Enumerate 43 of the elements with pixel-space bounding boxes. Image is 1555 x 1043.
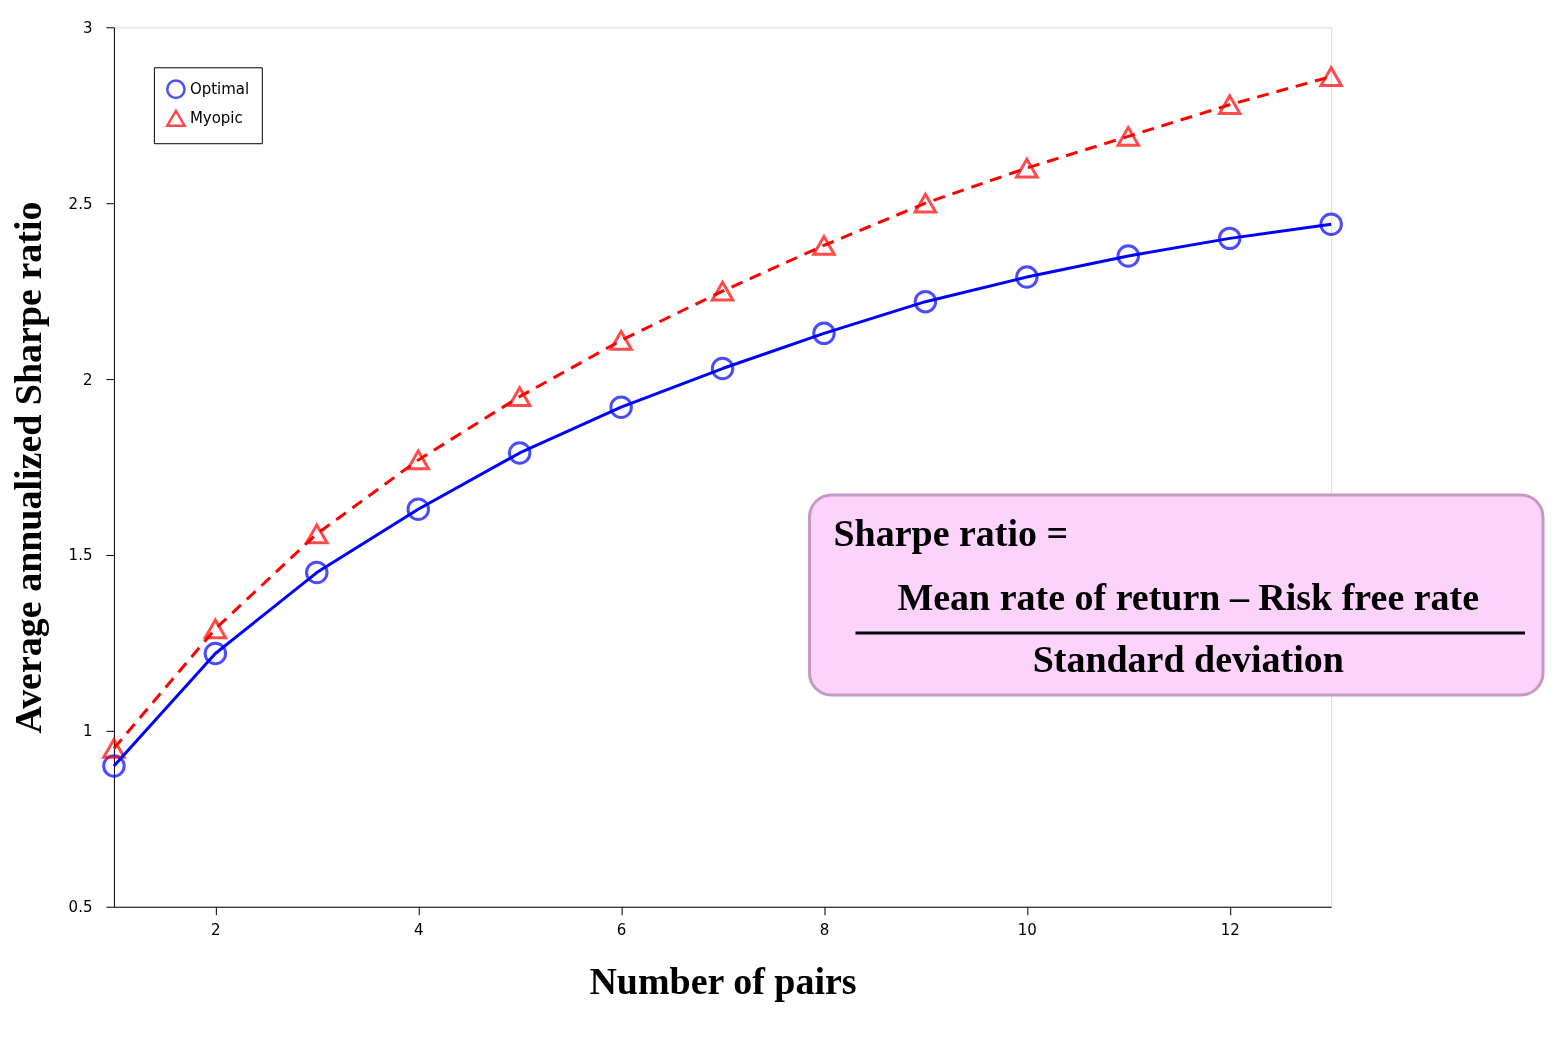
annotation: Mean rate of return – Risk free rate — [897, 575, 1480, 618]
point — [609, 330, 633, 351]
y-tick-label: 1.5 — [68, 546, 93, 565]
point — [1217, 226, 1242, 251]
x-tick-label: 2 — [211, 921, 221, 940]
point — [406, 449, 430, 471]
point — [609, 395, 633, 419]
point — [305, 560, 329, 585]
point — [507, 441, 532, 465]
point — [812, 321, 836, 346]
point — [1319, 212, 1343, 237]
point — [913, 289, 938, 314]
point — [710, 280, 735, 302]
y-tick-label: 3 — [82, 18, 93, 37]
point — [1319, 66, 1343, 87]
point — [1015, 265, 1039, 289]
point — [507, 386, 532, 408]
point — [1217, 94, 1242, 116]
x-tick-label: 8 — [819, 921, 830, 940]
point — [710, 356, 735, 381]
x-tick-label: 6 — [616, 921, 627, 940]
point — [203, 641, 228, 666]
legend-label: Optimal — [189, 80, 250, 99]
y-tick-label: 2.5 — [68, 194, 93, 213]
legend-label: Myopic — [189, 109, 243, 128]
annotation: Standard deviation — [1032, 637, 1344, 680]
point — [406, 497, 430, 521]
y-tick-label: 2 — [82, 370, 93, 389]
annotation: Sharpe ratio = — [833, 511, 1069, 554]
y-tick-label: 0.5 — [68, 898, 93, 917]
x-tick-label: 10 — [1017, 921, 1037, 940]
point — [1116, 244, 1141, 268]
point — [913, 192, 938, 214]
point — [812, 235, 836, 256]
y-tick-label: 1 — [82, 722, 93, 741]
point — [1116, 125, 1141, 147]
point — [1015, 157, 1039, 179]
x-tick-label: 4 — [413, 921, 424, 940]
point — [203, 618, 228, 640]
point — [305, 523, 329, 545]
x-tick-label: 12 — [1220, 921, 1240, 940]
x-axis-title: Number of pairs — [589, 960, 857, 1003]
y-axis-title: Average annualized Sharpe ratio — [6, 201, 49, 734]
